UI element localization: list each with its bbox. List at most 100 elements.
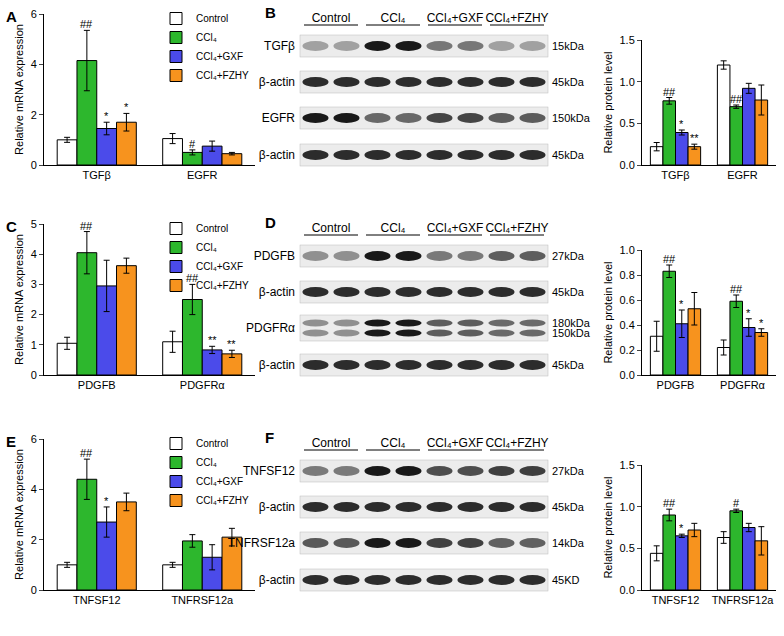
svg-text:45kDa: 45kDa (552, 501, 585, 513)
svg-text:##: ## (730, 283, 743, 295)
svg-text:0: 0 (31, 159, 37, 171)
svg-text:TNFSF12: TNFSF12 (243, 464, 295, 478)
svg-text:*: * (759, 317, 764, 329)
svg-text:Relative mRNA expression: Relative mRNA expression (13, 449, 25, 580)
svg-text:CCl₄+FZHY: CCl₄+FZHY (485, 11, 548, 25)
svg-text:*: * (104, 110, 109, 122)
svg-text:1.5: 1.5 (620, 459, 635, 471)
svg-text:*: * (746, 307, 751, 319)
svg-text:Control: Control (196, 438, 228, 449)
svg-text:0.0: 0.0 (620, 159, 635, 171)
svg-text:2: 2 (31, 308, 37, 320)
svg-text:TGFβ: TGFβ (264, 39, 295, 53)
svg-text:5: 5 (31, 218, 37, 230)
svg-text:27kDa: 27kDa (552, 250, 585, 262)
svg-text:150kDa: 150kDa (552, 327, 591, 339)
svg-text:1: 1 (31, 339, 37, 351)
svg-text:CCl₄: CCl₄ (381, 221, 406, 235)
svg-text:CCl₄: CCl₄ (381, 436, 406, 450)
svg-text:Control: Control (312, 436, 351, 450)
svg-text:D: D (265, 214, 276, 231)
svg-text:β-actin: β-actin (259, 358, 295, 372)
svg-text:CCl₄+GXF: CCl₄+GXF (427, 221, 484, 235)
svg-text:CCl₄+FZHY: CCl₄+FZHY (196, 70, 249, 81)
svg-text:2: 2 (31, 534, 37, 546)
svg-text:B: B (265, 4, 276, 21)
svg-text:3: 3 (31, 278, 37, 290)
svg-text:Control: Control (312, 11, 351, 25)
svg-text:#: # (189, 138, 196, 150)
svg-text:EGFR: EGFR (262, 111, 296, 125)
svg-text:**: ** (227, 338, 236, 350)
svg-text:CCl₄: CCl₄ (381, 11, 406, 25)
svg-text:##: ## (663, 86, 676, 98)
svg-text:C: C (6, 218, 17, 235)
svg-text:PDGFRα: PDGFRα (246, 321, 295, 335)
svg-text:#: # (733, 497, 740, 509)
svg-text:CCl₄+GXF: CCl₄+GXF (427, 11, 484, 25)
svg-text:Relative protein level: Relative protein level (602, 261, 614, 363)
svg-text:CCl₄+GXF: CCl₄+GXF (427, 436, 484, 450)
svg-text:TNFSF12: TNFSF12 (73, 594, 121, 606)
svg-text:F: F (265, 429, 274, 446)
svg-text:##: ## (80, 18, 93, 30)
svg-text:Relative mRNA expression: Relative mRNA expression (13, 24, 25, 155)
svg-text:0.8: 0.8 (620, 269, 635, 281)
svg-text:PDGFRα: PDGFRα (720, 379, 766, 391)
svg-text:27kDa: 27kDa (552, 465, 585, 477)
svg-text:0.2: 0.2 (620, 344, 635, 356)
svg-text:0.5: 0.5 (620, 117, 635, 129)
svg-text:β-actin: β-actin (259, 500, 295, 514)
svg-text:1.0: 1.0 (620, 501, 635, 513)
svg-text:180kDa: 180kDa (552, 317, 591, 329)
svg-text:1.0: 1.0 (620, 244, 635, 256)
svg-text:β-actin: β-actin (259, 285, 295, 299)
svg-text:*: * (679, 522, 684, 534)
svg-text:Control: Control (312, 221, 351, 235)
svg-text:TNFSF12: TNFSF12 (652, 594, 700, 606)
svg-text:6: 6 (31, 433, 37, 445)
svg-text:##: ## (80, 447, 93, 459)
svg-text:CCl₄: CCl₄ (196, 457, 217, 468)
svg-text:45kDa: 45kDa (552, 76, 585, 88)
svg-text:Relative protein level: Relative protein level (602, 476, 614, 578)
svg-text:**: ** (208, 334, 217, 346)
svg-text:PDGFB: PDGFB (657, 379, 695, 391)
svg-text:TNFRSF12a: TNFRSF12a (712, 594, 775, 606)
svg-text:##: ## (663, 253, 676, 265)
svg-text:PDGFRα: PDGFRα (180, 379, 226, 391)
svg-text:0.4: 0.4 (620, 319, 635, 331)
svg-text:*: * (679, 298, 684, 310)
svg-text:CCl₄+GXF: CCl₄+GXF (196, 51, 243, 62)
svg-text:1.5: 1.5 (620, 34, 635, 46)
svg-text:4: 4 (31, 248, 37, 260)
svg-text:0.6: 0.6 (620, 294, 635, 306)
svg-text:β-actin: β-actin (259, 573, 295, 587)
svg-text:##: ## (663, 497, 676, 509)
svg-text:Relative mRNA expression: Relative mRNA expression (13, 234, 25, 365)
svg-text:45kDa: 45kDa (552, 149, 585, 161)
svg-text:0.5: 0.5 (620, 542, 635, 554)
svg-text:**: ** (690, 132, 699, 144)
svg-text:15kDa: 15kDa (552, 40, 585, 52)
svg-text:E: E (6, 433, 16, 450)
svg-text:A: A (6, 8, 17, 25)
svg-text:0: 0 (31, 369, 37, 381)
svg-text:150kDa: 150kDa (552, 112, 591, 124)
svg-text:45kDa: 45kDa (552, 286, 585, 298)
svg-text:45KD: 45KD (552, 574, 580, 586)
svg-text:*: * (679, 118, 684, 130)
svg-text:2: 2 (31, 109, 37, 121)
svg-text:Control: Control (196, 223, 228, 234)
svg-text:CCl₄+FZHY: CCl₄+FZHY (196, 495, 249, 506)
svg-text:*: * (104, 495, 109, 507)
svg-text:β-actin: β-actin (259, 75, 295, 89)
svg-text:TGFβ: TGFβ (661, 169, 689, 181)
svg-text:14kDa: 14kDa (552, 537, 585, 549)
svg-text:CCl₄: CCl₄ (196, 32, 217, 43)
svg-text:CCl₄+GXF: CCl₄+GXF (196, 261, 243, 272)
svg-text:0: 0 (31, 584, 37, 596)
svg-text:EGFR: EGFR (187, 169, 218, 181)
svg-text:β-actin: β-actin (259, 148, 295, 162)
svg-text:TGFβ: TGFβ (83, 169, 111, 181)
